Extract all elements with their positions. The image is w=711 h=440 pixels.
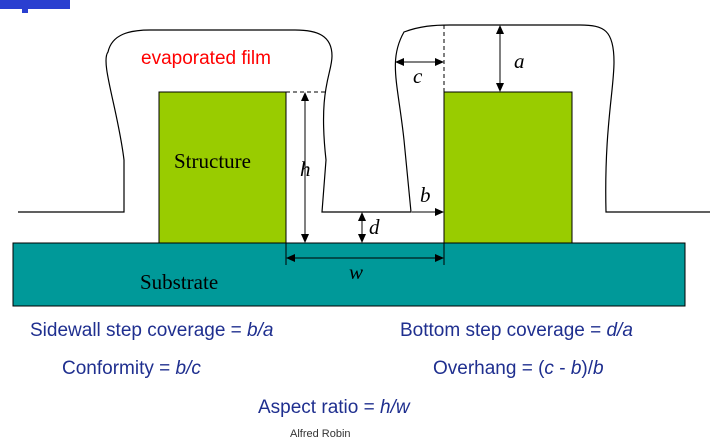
label-d: d xyxy=(369,215,380,239)
dimension-h xyxy=(286,91,326,243)
structure-label: Structure xyxy=(174,149,251,173)
equation-conformity: Conformity = b/c xyxy=(62,358,201,379)
structure-right xyxy=(443,91,573,244)
label-h: h xyxy=(300,157,311,181)
equation-sidewall: Sidewall step coverage = b/a xyxy=(30,320,274,341)
equation-aspect-ratio: Aspect ratio = h/w xyxy=(258,397,410,418)
label-b: b xyxy=(420,183,431,207)
label-c: c xyxy=(413,64,423,88)
dimension-b xyxy=(412,208,444,216)
label-w: w xyxy=(349,260,363,284)
footer-author: Alfred Robin xyxy=(290,428,351,440)
dimension-c xyxy=(395,25,445,92)
film-label: evaporated film xyxy=(141,48,271,69)
slide-logo-icon xyxy=(0,0,70,13)
equation-overhang: Overhang = (c - b)/b xyxy=(433,358,604,379)
dimension-d xyxy=(358,212,366,243)
substrate-block xyxy=(12,242,686,307)
dimension-a xyxy=(496,25,504,92)
structure-left xyxy=(158,91,287,244)
label-a: a xyxy=(514,49,525,73)
dimension-w xyxy=(285,243,445,265)
substrate-label: Substrate xyxy=(140,270,218,294)
equation-bottom: Bottom step coverage = d/a xyxy=(400,320,633,341)
evaporated-film-outline xyxy=(18,24,710,213)
